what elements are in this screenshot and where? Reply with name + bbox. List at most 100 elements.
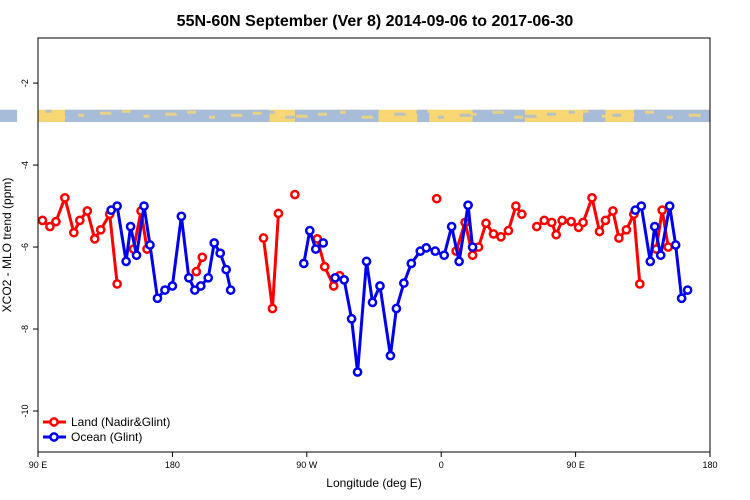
series-line (262, 213, 280, 311)
data-point (391, 303, 402, 314)
map-strip-texture (546, 112, 556, 116)
data-point (215, 248, 226, 259)
map-strip-texture (612, 113, 622, 117)
map-strip-texture (525, 114, 538, 118)
data-point (649, 221, 660, 232)
map-strip-texture (89, 112, 99, 116)
data-point (361, 256, 372, 267)
data-point (145, 240, 155, 250)
data-point (546, 217, 557, 228)
map-strip-texture (514, 115, 524, 119)
data-point (339, 274, 349, 285)
data-point (160, 285, 170, 295)
map-strip-texture (296, 114, 309, 118)
map-strip-ocean (294, 109, 379, 123)
data-point (195, 281, 206, 291)
data-point (367, 297, 378, 308)
map-strip-ocean (0, 109, 18, 123)
map-strip-texture (634, 111, 641, 115)
data-point (125, 221, 136, 232)
data-point (319, 261, 330, 272)
data-point (290, 189, 300, 200)
data-point (37, 215, 48, 226)
map-strip-texture (536, 113, 543, 117)
data-point (121, 256, 131, 267)
x-axis: 90 E 180 90 W 0 90 E 180 (29, 452, 718, 470)
data-point (385, 350, 396, 361)
data-point (221, 264, 232, 275)
data-point (167, 281, 178, 291)
map-strip-texture (110, 110, 117, 114)
data-point (209, 238, 220, 248)
map-strip-texture (405, 111, 412, 115)
series-line (454, 204, 524, 257)
data-point (45, 221, 55, 232)
data-point (267, 303, 278, 314)
map-strip-texture (666, 115, 673, 119)
data-point (664, 201, 675, 211)
map-strip-texture (99, 111, 112, 115)
x-tick-label: 180 (702, 460, 717, 470)
data-point (197, 252, 208, 263)
y-axis: -2 -4 -6 -8 -10 (20, 79, 38, 418)
data-point (496, 231, 506, 242)
data-point (328, 281, 339, 291)
data-point (634, 279, 645, 289)
map-strip-texture (154, 113, 164, 117)
data-point (406, 258, 417, 269)
map-strip-texture (568, 110, 575, 114)
data-point (346, 313, 357, 324)
data-point (488, 229, 499, 239)
y-tick-label: -4 (20, 161, 30, 169)
data-point (600, 215, 611, 226)
data-point (318, 238, 329, 248)
map-strip-texture (274, 109, 281, 113)
map-strip-texture (372, 114, 379, 118)
data-point (566, 216, 576, 227)
map-strip-texture (318, 112, 327, 116)
data-point (614, 233, 624, 243)
data-point (95, 224, 106, 235)
data-point (578, 217, 588, 228)
map-strip-texture (579, 109, 589, 113)
data-point (51, 216, 61, 227)
legend-label-ocean: Ocean (Glint) (71, 430, 142, 444)
data-point (446, 221, 457, 232)
map-strip-texture (132, 115, 145, 119)
data-point (225, 285, 236, 295)
data-point (375, 281, 385, 291)
map-strip-texture (328, 111, 341, 115)
y-tick-label: -10 (20, 405, 30, 418)
data-point (421, 243, 432, 253)
data-point (557, 215, 568, 226)
data-point (183, 272, 194, 283)
data-point (203, 272, 214, 283)
map-strip-texture (263, 110, 276, 114)
data-point (330, 272, 341, 283)
data-point (191, 266, 202, 277)
map-strip-texture (350, 109, 360, 113)
map-strip-texture (198, 109, 211, 113)
map-strip-texture (677, 114, 687, 118)
legend-marker-land (49, 417, 59, 427)
data-point (670, 240, 681, 250)
data-point (645, 256, 656, 267)
map-strip-texture (601, 114, 608, 118)
plot-frame (37, 37, 711, 453)
map-strip-texture (45, 109, 52, 113)
data-point (503, 225, 514, 236)
map-strip-texture (339, 110, 346, 114)
map-strip-texture (427, 109, 440, 113)
data-point (131, 250, 142, 261)
data-point (74, 215, 85, 226)
map-strip-texture (143, 114, 150, 118)
x-tick-label: 180 (165, 460, 180, 470)
map-strip-texture (67, 114, 80, 118)
x-tick-label: 90 W (296, 460, 318, 470)
map-strip-texture (655, 109, 668, 113)
x-tick-label: 90 E (29, 460, 48, 470)
data-point (304, 225, 315, 236)
y-tick-label: -6 (20, 243, 30, 251)
map-strip-texture (187, 110, 197, 114)
